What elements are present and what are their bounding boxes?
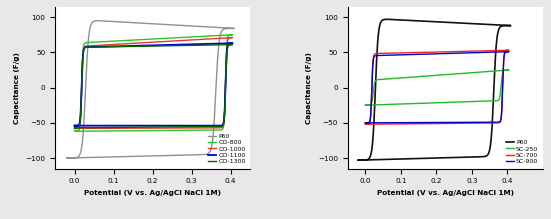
Line: P60: P60 <box>67 21 235 158</box>
SC-700 <box>478 50 485 52</box>
CO-800 <box>199 35 206 38</box>
Line: SC-250: SC-250 <box>365 70 509 105</box>
SC-900 <box>420 121 426 124</box>
CO-1000 <box>199 38 206 41</box>
CO-1000 <box>135 127 142 129</box>
SC-250 <box>391 77 398 80</box>
SC-700 <box>420 122 426 125</box>
CO-1300 <box>135 126 142 129</box>
P60 <box>63 157 70 159</box>
CO-800 <box>135 129 142 132</box>
SC-250 <box>489 70 495 72</box>
CO-800 <box>170 129 177 132</box>
P60 <box>169 154 175 157</box>
P60 <box>383 18 390 21</box>
Legend: P60, CO-800, CO-1000, CO-1100, CO-1300: P60, CO-800, CO-1000, CO-1100, CO-1300 <box>207 132 247 166</box>
SC-250 <box>362 104 369 106</box>
CO-1000 <box>71 127 78 130</box>
CO-1100 <box>71 124 78 127</box>
CO-1100 <box>141 124 147 127</box>
CO-1300 <box>71 126 78 129</box>
P60 <box>422 157 429 160</box>
SC-700 <box>506 49 512 51</box>
CO-1300 <box>71 126 78 129</box>
P60 <box>479 23 485 25</box>
CO-1000 <box>71 127 78 130</box>
CO-800 <box>141 129 147 132</box>
SC-250 <box>478 71 485 73</box>
SC-900 <box>362 122 369 124</box>
SC-900 <box>478 51 485 54</box>
P60 <box>355 159 361 161</box>
SC-900 <box>452 121 458 124</box>
SC-700 <box>391 52 398 54</box>
CO-1100 <box>199 43 206 45</box>
SC-700 <box>489 49 495 52</box>
CO-800 <box>210 34 217 37</box>
P60 <box>386 18 393 21</box>
CO-1000 <box>210 37 217 40</box>
CO-1100 <box>210 42 217 45</box>
X-axis label: Potential (V vs. Ag/AgCl NaCl 1M): Potential (V vs. Ag/AgCl NaCl 1M) <box>84 190 221 196</box>
Line: SC-900: SC-900 <box>365 52 509 123</box>
Line: P60: P60 <box>358 19 511 160</box>
CO-800 <box>229 34 236 36</box>
Y-axis label: Capacitance (F/g): Capacitance (F/g) <box>306 52 312 124</box>
P60 <box>98 19 105 22</box>
CO-1000 <box>104 44 110 46</box>
SC-700 <box>425 122 432 125</box>
CO-1300 <box>199 44 206 46</box>
P60 <box>63 157 70 159</box>
P60 <box>450 156 457 159</box>
SC-250 <box>452 101 458 103</box>
SC-250 <box>362 104 369 106</box>
P60 <box>95 19 101 22</box>
P60 <box>355 159 361 161</box>
CO-1100 <box>199 124 206 127</box>
P60 <box>131 155 138 158</box>
CO-1100 <box>170 124 176 127</box>
P60 <box>137 155 144 157</box>
SC-900 <box>362 122 369 124</box>
CO-1300 <box>170 125 177 128</box>
CO-1100 <box>134 124 141 127</box>
SC-700 <box>452 122 458 125</box>
CO-800 <box>71 130 78 132</box>
SC-250 <box>420 102 426 104</box>
CO-1300 <box>229 43 236 46</box>
P60 <box>417 157 423 160</box>
P60 <box>490 23 496 26</box>
SC-700 <box>362 123 369 125</box>
X-axis label: Potential (V vs. Ag/AgCl NaCl 1M): Potential (V vs. Ag/AgCl NaCl 1M) <box>377 190 514 196</box>
CO-1300 <box>141 126 147 129</box>
SC-900 <box>425 121 432 124</box>
SC-700 <box>362 123 369 125</box>
SC-900 <box>391 54 398 56</box>
CO-1300 <box>210 44 217 46</box>
CO-1000 <box>170 127 177 129</box>
P60 <box>199 25 206 28</box>
CO-1000 <box>229 36 236 39</box>
SC-900 <box>489 51 495 53</box>
Line: CO-1100: CO-1100 <box>74 43 233 126</box>
Line: CO-1000: CO-1000 <box>74 38 233 129</box>
CO-1000 <box>141 127 147 129</box>
CO-800 <box>104 40 110 43</box>
Line: SC-700: SC-700 <box>365 50 509 124</box>
Line: CO-800: CO-800 <box>74 35 233 131</box>
CO-1100 <box>229 42 236 44</box>
P60 <box>212 26 218 29</box>
SC-900 <box>506 50 512 53</box>
Y-axis label: Capacitance (F/g): Capacitance (F/g) <box>14 52 20 124</box>
CO-1100 <box>104 45 110 48</box>
Line: CO-1300: CO-1300 <box>74 45 233 128</box>
Legend: P60, SC-250, SC-700, SC-900: P60, SC-250, SC-700, SC-900 <box>505 139 539 166</box>
SC-250 <box>506 69 512 71</box>
CO-1100 <box>71 124 78 127</box>
CO-1300 <box>104 46 110 48</box>
SC-250 <box>425 102 432 104</box>
CO-800 <box>71 130 78 132</box>
